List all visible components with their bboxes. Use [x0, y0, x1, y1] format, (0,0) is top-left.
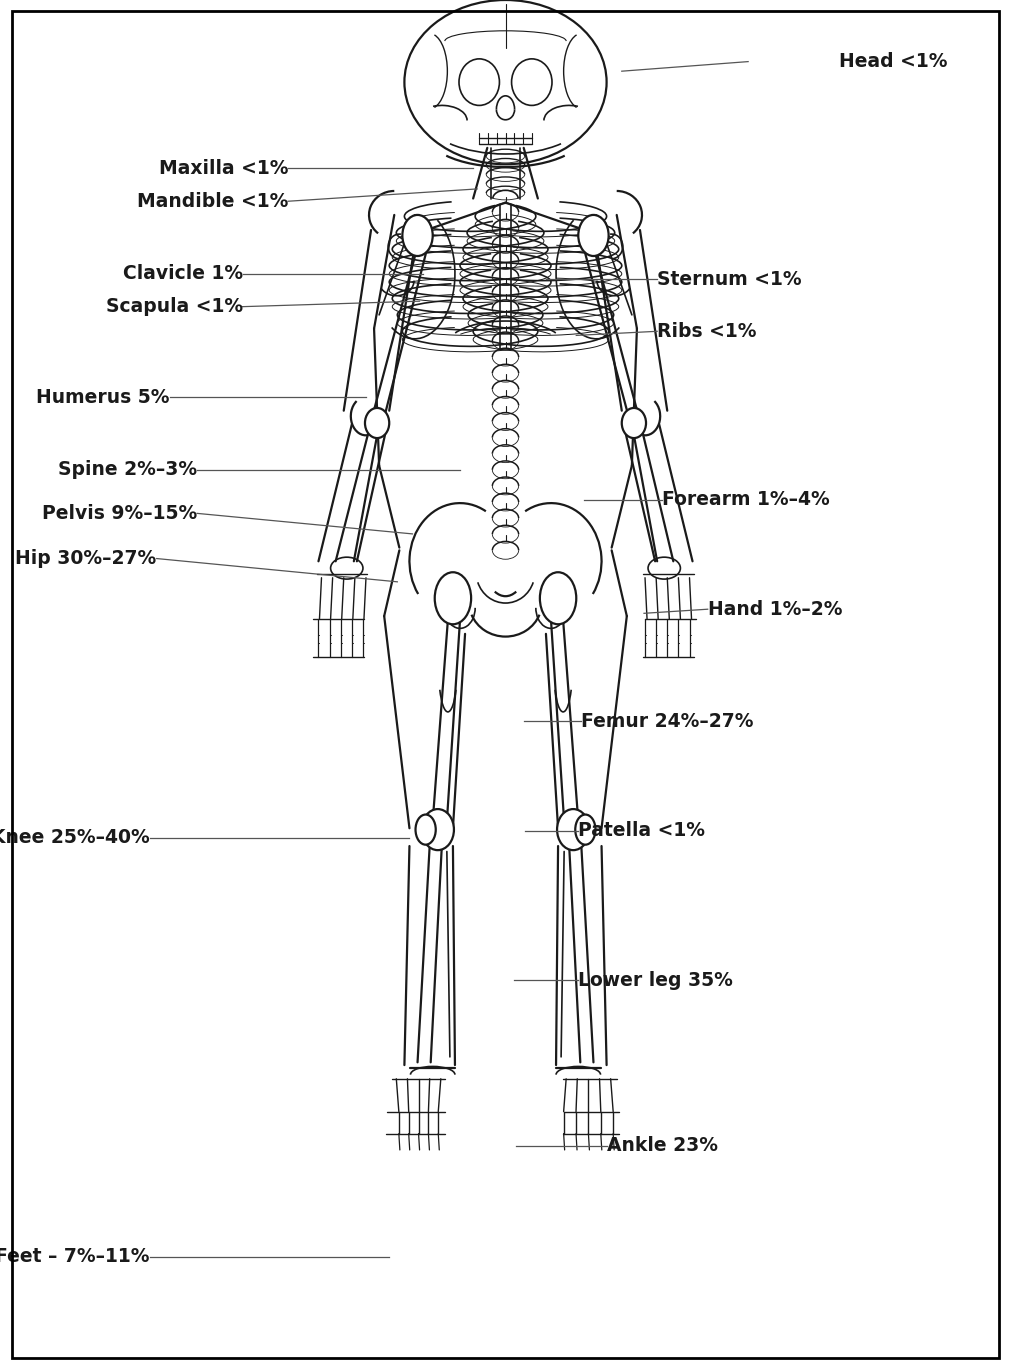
Text: Patella <1%: Patella <1% [578, 821, 706, 841]
Ellipse shape [578, 215, 609, 256]
Ellipse shape [540, 572, 576, 624]
Text: Clavicle 1%: Clavicle 1% [122, 264, 243, 283]
Ellipse shape [435, 572, 471, 624]
Ellipse shape [402, 215, 433, 256]
Ellipse shape [557, 809, 589, 850]
Text: Hand 1%–2%: Hand 1%–2% [708, 600, 842, 619]
Text: Mandible <1%: Mandible <1% [136, 192, 288, 211]
Ellipse shape [575, 815, 595, 845]
Text: Forearm 1%–4%: Forearm 1%–4% [662, 490, 830, 509]
Text: Scapula <1%: Scapula <1% [105, 297, 243, 316]
Ellipse shape [422, 809, 454, 850]
Text: Knee 25%–40%: Knee 25%–40% [0, 828, 150, 847]
Ellipse shape [404, 0, 607, 164]
Text: Lower leg 35%: Lower leg 35% [578, 971, 733, 990]
Text: Femur 24%–27%: Femur 24%–27% [581, 712, 754, 731]
Text: Pelvis 9%–15%: Pelvis 9%–15% [41, 504, 197, 523]
Ellipse shape [416, 815, 436, 845]
Text: Humerus 5%: Humerus 5% [36, 387, 170, 407]
Text: Head <1%: Head <1% [839, 52, 947, 71]
Text: Maxilla <1%: Maxilla <1% [159, 159, 288, 178]
Text: Ribs <1%: Ribs <1% [657, 322, 756, 341]
Text: Ankle 23%: Ankle 23% [607, 1136, 718, 1155]
Text: Sternum <1%: Sternum <1% [657, 270, 802, 289]
Text: Hip 30%–27%: Hip 30%–27% [15, 549, 157, 568]
Ellipse shape [365, 408, 389, 438]
Ellipse shape [622, 408, 646, 438]
Text: Spine 2%–3%: Spine 2%–3% [58, 460, 197, 479]
Text: Feet – 7%–11%: Feet – 7%–11% [0, 1247, 150, 1266]
